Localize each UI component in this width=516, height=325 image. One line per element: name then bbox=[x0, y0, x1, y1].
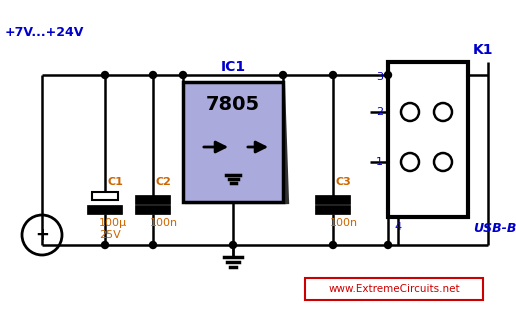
Text: 2: 2 bbox=[376, 107, 383, 117]
Circle shape bbox=[280, 72, 286, 79]
Text: 100μ: 100μ bbox=[99, 218, 127, 228]
Text: 25V: 25V bbox=[99, 230, 121, 240]
Text: 3: 3 bbox=[376, 72, 383, 82]
Circle shape bbox=[330, 241, 336, 249]
Text: 100n: 100n bbox=[330, 218, 358, 228]
Text: USB-B: USB-B bbox=[473, 222, 516, 235]
Circle shape bbox=[102, 72, 108, 79]
Text: K1: K1 bbox=[473, 43, 493, 57]
Text: +: + bbox=[35, 226, 49, 244]
Bar bbox=[92, 192, 118, 200]
Circle shape bbox=[384, 241, 392, 249]
Text: +7V...+24V: +7V...+24V bbox=[5, 25, 85, 38]
Circle shape bbox=[150, 241, 156, 249]
Bar bbox=[388, 62, 468, 217]
Text: IC1: IC1 bbox=[220, 60, 246, 74]
Text: C1: C1 bbox=[107, 177, 123, 187]
Bar bbox=[183, 82, 283, 202]
Circle shape bbox=[150, 72, 156, 79]
Bar bbox=[305, 278, 483, 300]
Circle shape bbox=[330, 72, 336, 79]
Text: www.ExtremeCircuits.net: www.ExtremeCircuits.net bbox=[328, 284, 460, 294]
Text: 1: 1 bbox=[376, 157, 383, 167]
Text: 4: 4 bbox=[394, 222, 401, 232]
Text: 100n: 100n bbox=[150, 218, 178, 228]
Text: 7805: 7805 bbox=[206, 95, 260, 113]
Circle shape bbox=[180, 72, 186, 79]
Circle shape bbox=[384, 72, 392, 79]
Text: C3: C3 bbox=[335, 177, 351, 187]
Circle shape bbox=[102, 241, 108, 249]
Circle shape bbox=[230, 241, 236, 249]
Text: C2: C2 bbox=[155, 177, 171, 187]
